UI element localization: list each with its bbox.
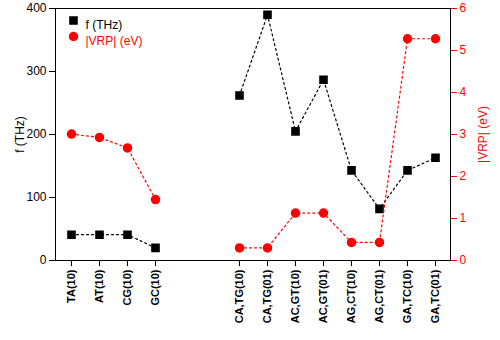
svg-text:1: 1 — [460, 211, 467, 225]
svg-text:AG,CT(01): AG,CT(01) — [373, 269, 385, 323]
svg-text:AC,GT(01): AC,GT(01) — [317, 269, 329, 323]
svg-text:3: 3 — [460, 127, 467, 141]
svg-text:GC(10): GC(10) — [149, 269, 161, 305]
svg-text:0: 0 — [40, 253, 47, 267]
svg-text:AT(10): AT(10) — [93, 269, 105, 303]
svg-text:f (THz): f (THz) — [13, 116, 27, 153]
svg-text:AG,CT(10): AG,CT(10) — [345, 269, 357, 323]
svg-text:6: 6 — [460, 1, 467, 15]
svg-text:CA,TG(10): CA,TG(10) — [233, 269, 245, 323]
svg-text:100: 100 — [26, 190, 46, 204]
svg-text:|VRP| (eV): |VRP| (eV) — [86, 34, 143, 48]
svg-text:4: 4 — [460, 85, 467, 99]
svg-text:TA(10): TA(10) — [65, 269, 77, 303]
svg-text:300: 300 — [26, 64, 46, 78]
svg-text:400: 400 — [26, 1, 46, 15]
svg-text:GA,TC(01): GA,TC(01) — [429, 269, 441, 323]
svg-text:CG(10): CG(10) — [121, 269, 133, 305]
svg-text:AC,GT(10): AC,GT(10) — [289, 269, 301, 323]
svg-text:200: 200 — [26, 127, 46, 141]
svg-text:f (THz): f (THz) — [86, 18, 123, 32]
svg-text:|VRP| (eV): |VRP| (eV) — [476, 106, 490, 163]
svg-text:CA,TG(01): CA,TG(01) — [261, 269, 273, 323]
svg-text:GA,TC(10): GA,TC(10) — [401, 269, 413, 323]
svg-text:0: 0 — [460, 253, 467, 267]
svg-text:5: 5 — [460, 43, 467, 57]
svg-text:2: 2 — [460, 169, 467, 183]
